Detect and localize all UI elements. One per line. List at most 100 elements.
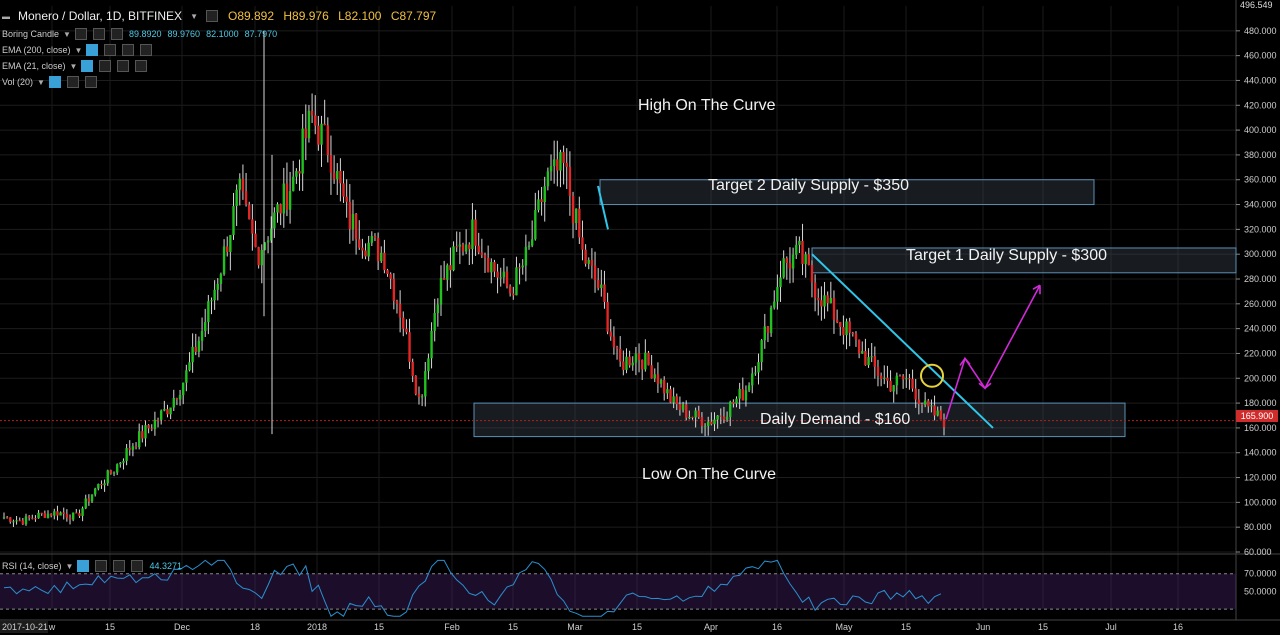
settings-icon[interactable] — [74, 28, 87, 40]
candle-body — [637, 353, 641, 360]
trend-line — [811, 253, 994, 429]
candle-body — [175, 398, 179, 400]
candle-body — [424, 371, 427, 397]
candle-body — [226, 246, 229, 253]
chevron-down-icon[interactable]: ▼ — [190, 11, 198, 21]
hide-icon[interactable] — [92, 28, 105, 40]
symbol-title[interactable]: Monero / Dollar, 1D, BITFINEX — [18, 9, 183, 23]
candle-body — [584, 249, 587, 264]
indicator-boring-candle[interactable]: Boring Candle ▼ 89.8920 89.9760 82.1000 87.… — [2, 28, 283, 40]
candle-body — [474, 219, 477, 246]
value-4: 87.7970 — [244, 29, 278, 39]
candle-body — [634, 353, 638, 363]
candle-body — [188, 362, 191, 371]
candle-body — [326, 125, 330, 156]
candle-body — [408, 332, 411, 362]
candle-body — [298, 171, 301, 174]
candle-body — [119, 462, 122, 465]
y-tick-label: 200.000 — [1244, 373, 1277, 383]
chevron-down-icon[interactable]: ▼ — [65, 561, 74, 571]
candle-body — [345, 196, 348, 202]
candle-body — [590, 259, 594, 266]
settings-icon[interactable] — [86, 44, 99, 56]
symbol-icon[interactable]: ▬ — [2, 11, 10, 21]
x-tick-label: Jun — [976, 622, 991, 632]
x-tick-label: 15 — [632, 622, 642, 632]
close-icon[interactable] — [135, 60, 148, 72]
candle-body — [358, 239, 361, 248]
y-tick-label: 420.000 — [1244, 100, 1277, 110]
move-icon[interactable] — [117, 60, 130, 72]
y-tick-label: 160.000 — [1244, 423, 1277, 433]
candle-body — [18, 520, 21, 522]
candle-body — [480, 252, 484, 256]
chevron-down-icon[interactable]: ▼ — [63, 29, 71, 39]
close-icon[interactable] — [84, 76, 97, 88]
candle-body — [640, 359, 644, 370]
settings-icon[interactable] — [48, 76, 61, 88]
y-tick-label: 400.000 — [1244, 125, 1277, 135]
candle-body — [685, 404, 688, 418]
rsi-header[interactable]: RSI (14, close) ▼ 44.3271 — [2, 560, 182, 572]
zone-box — [599, 179, 1095, 206]
indicator-ema-200[interactable]: EMA (200, close) ▼ — [2, 44, 154, 56]
candle-body — [751, 373, 754, 386]
candle-body — [521, 265, 524, 268]
indicator-volume[interactable]: Vol (20) ▼ — [2, 76, 99, 88]
candle-body — [530, 239, 534, 246]
close-icon[interactable] — [110, 28, 123, 40]
close-icon[interactable] — [131, 560, 144, 572]
settings-icon[interactable] — [77, 560, 90, 572]
candle-body — [820, 300, 823, 307]
candle-body — [235, 189, 238, 207]
candle-body — [279, 204, 282, 214]
chevron-down-icon[interactable]: ▼ — [69, 61, 78, 71]
rsi-band — [0, 573, 1236, 610]
candle-body — [697, 410, 700, 418]
candle-body — [675, 396, 678, 405]
close-icon[interactable] — [140, 44, 153, 56]
last-price-tag: 165.900 — [1236, 410, 1278, 422]
candle-body — [666, 389, 669, 394]
candle-body — [886, 377, 889, 381]
candle-body — [851, 332, 855, 334]
candle-body — [238, 178, 241, 190]
candle-body — [942, 419, 946, 428]
candle-body — [568, 166, 572, 196]
candle-body — [128, 448, 131, 450]
candle-body — [663, 379, 666, 394]
candle-body — [911, 378, 914, 389]
candle-body — [15, 520, 18, 522]
candle-body — [210, 300, 213, 302]
visibility-toggle[interactable] — [205, 10, 218, 22]
candle-body — [301, 128, 304, 174]
candle-body — [694, 410, 697, 418]
indicator-ema-21[interactable]: EMA (21, close) ▼ — [2, 60, 149, 72]
candle-body — [232, 206, 235, 236]
candle-body — [153, 419, 157, 429]
hide-icon[interactable] — [66, 76, 79, 88]
ohlc-readout: O89.892 H89.976 L82.100 C87.797 — [228, 9, 442, 23]
settings-icon[interactable] — [81, 60, 94, 72]
candle-body — [656, 374, 660, 384]
candle-body — [600, 284, 603, 289]
candle-body — [219, 274, 223, 284]
move-icon[interactable] — [113, 560, 126, 572]
candle-body — [351, 213, 355, 229]
candle-body — [810, 265, 814, 283]
move-icon[interactable] — [122, 44, 135, 56]
candle-body — [817, 297, 820, 301]
hide-icon[interactable] — [104, 44, 117, 56]
hide-icon[interactable] — [95, 560, 108, 572]
candle-body — [917, 399, 921, 404]
candle-body — [452, 246, 455, 271]
candle-body — [867, 357, 870, 366]
candle-body — [200, 330, 204, 341]
candle-body — [763, 326, 767, 341]
candle-body — [285, 183, 289, 210]
rsi-label: RSI (14, close) — [2, 561, 62, 571]
hide-icon[interactable] — [99, 60, 112, 72]
chevron-down-icon[interactable]: ▼ — [37, 77, 45, 87]
chevron-down-icon[interactable]: ▼ — [74, 45, 83, 55]
